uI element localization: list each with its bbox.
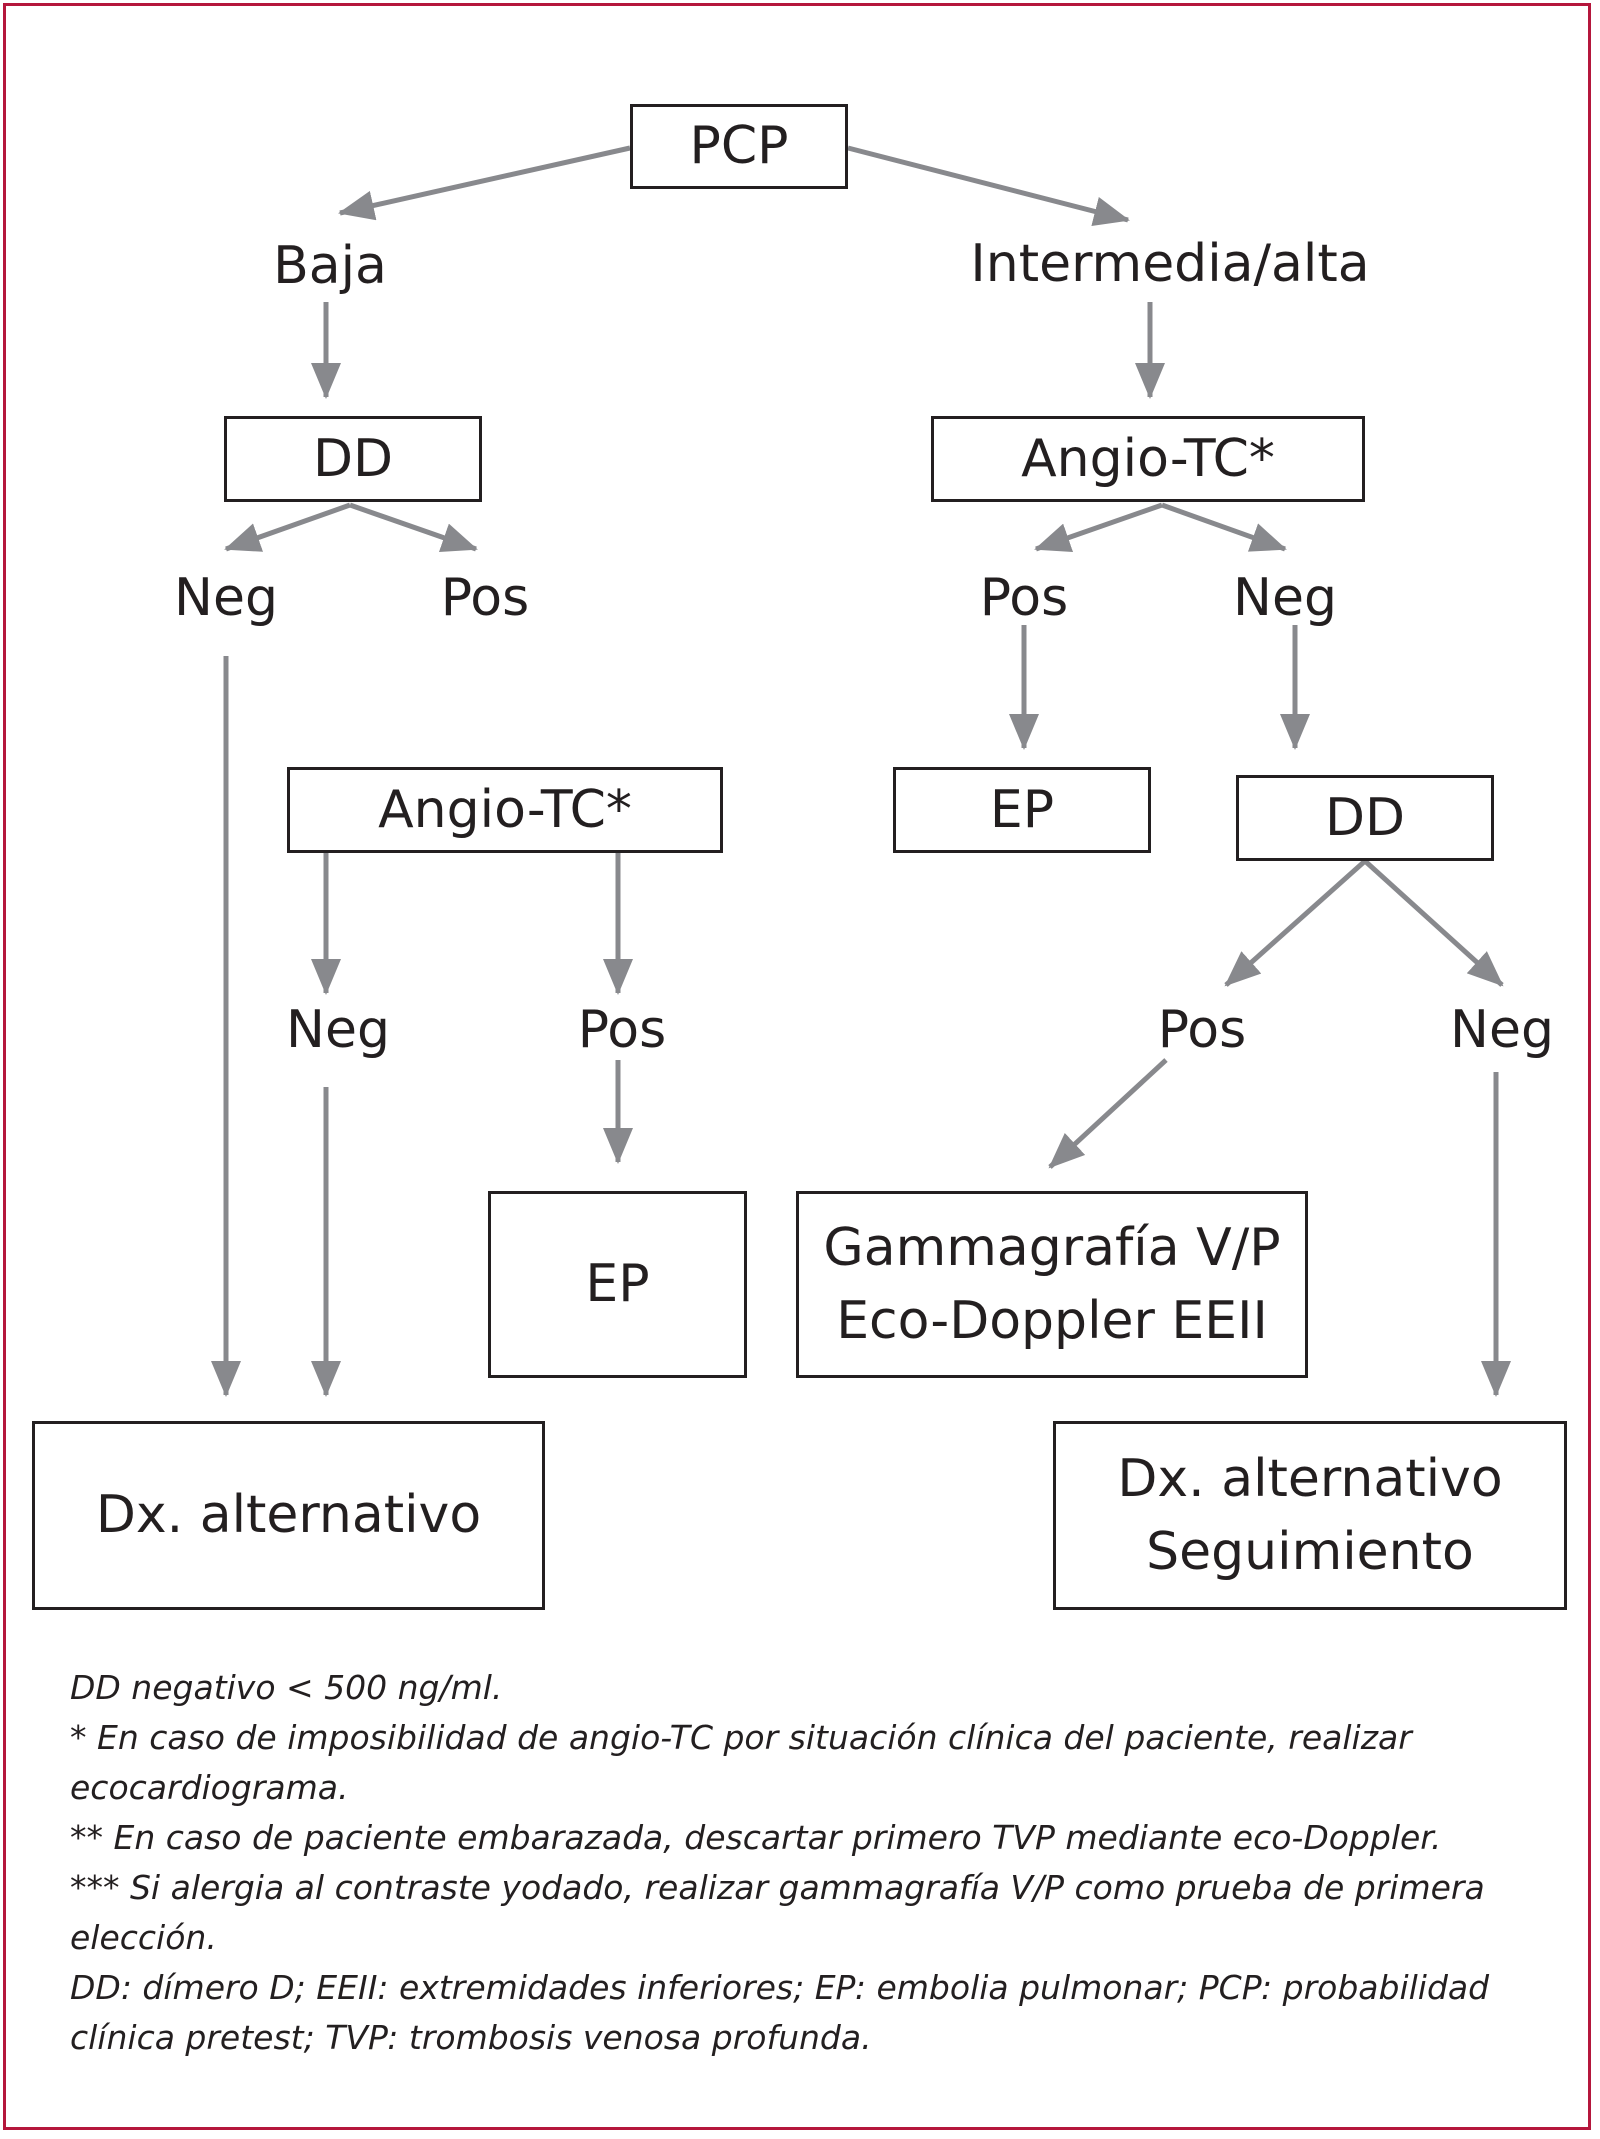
arrow-pcp-baja [338,145,631,221]
ep-box-right: EP [893,767,1151,853]
arrow-dd-pos [1224,859,1367,987]
angio-tc-box-right-label: Angio-TC* [1021,428,1275,489]
label-intermedia-alta: Intermedia/alta [970,234,1370,294]
dd-box-right-label: DD [1324,787,1406,848]
angio-tc-box-left: Angio-TC* [287,767,723,853]
arrow-angio-neg [1161,502,1287,552]
gammagrafia-box-line2: Eco-Doppler EEII [836,1290,1268,1351]
footnote-dd: DD negativo < 500 ng/ml. [70,1668,503,1707]
arrow-angio-pos [1034,502,1163,552]
arrow-dd-neg [224,502,351,552]
angio-tc-box-left-label: Angio-TC* [378,779,632,840]
label-pos-angio-left: Pos [577,1000,667,1060]
label-neg-angio-right: Neg [1233,568,1337,628]
label-baja: Baja [273,236,387,296]
gammagrafia-box: Gammagrafía V/P Eco-Doppler EEII [796,1191,1308,1378]
pcp-box: PCP [630,104,848,189]
dx-alternativo-box-right: Dx. alternativo Seguimiento [1053,1421,1567,1610]
footnote-abbreviations: DD: dímero D; EEII: extremidades inferio… [70,1968,1490,2057]
pcp-box-label: PCP [689,116,789,177]
dd-box-right: DD [1236,775,1494,861]
ep-box-left: EP [488,1191,747,1378]
dd-box-low: DD [224,416,482,502]
dx-alternativo-box-right-line2: Seguimiento [1146,1521,1474,1582]
label-pos-dd-low: Pos [440,568,530,628]
angio-tc-box-right: Angio-TC* [931,416,1365,502]
dx-alternativo-box-left: Dx. alternativo [32,1421,545,1610]
dd-box-low-label: DD [312,428,394,489]
label-pos-angio-right: Pos [979,568,1069,628]
arrow-pos4-gamma [1048,1058,1168,1169]
arrow-pcp-intermedia [847,145,1130,227]
label-neg-dd-low: Neg [174,568,278,628]
figure-frame [3,3,1591,2130]
ep-box-left-label: EP [585,1254,650,1315]
label-neg-angio-left: Neg [286,1000,390,1060]
dx-alternativo-box-right-line1: Dx. alternativo [1117,1448,1503,1509]
footnotes: DD negativo < 500 ng/ml. * En caso de im… [70,1663,1550,2063]
footnote-asterisk-3: *** Si alergia al contraste yodado, real… [70,1868,1485,1957]
dx-alternativo-box-left-label: Dx. alternativo [95,1485,482,1546]
label-neg-dd-right: Neg [1450,1000,1554,1060]
arrow-dd-neg [1363,859,1504,987]
ep-box-right-label: EP [989,779,1055,840]
label-pos-dd-right: Pos [1157,1000,1247,1060]
arrow-dd-pos [349,502,478,552]
footnote-asterisk-1: * En caso de imposibilidad de angio-TC p… [70,1718,1412,1807]
footnote-asterisk-2: ** En caso de paciente embarazada, desca… [70,1818,1442,1857]
gammagrafia-box-line1: Gammagrafía V/P [823,1217,1281,1278]
